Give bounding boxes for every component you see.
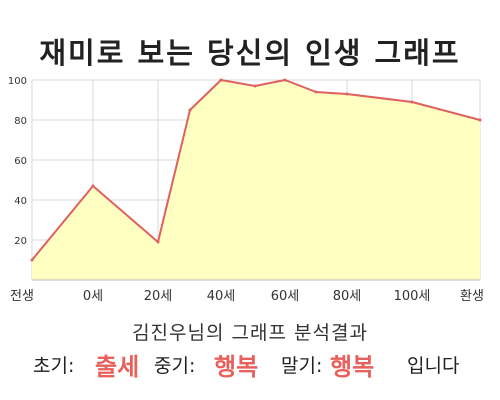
- x-tick-label: 40세: [207, 289, 236, 304]
- data-point-9: [410, 100, 414, 104]
- data-point-2: [156, 240, 160, 244]
- data-point-7: [314, 90, 318, 94]
- life-area-fill: [32, 80, 480, 280]
- data-point-3: [188, 108, 192, 112]
- chart-title: 재미로 보는 당신의 인생 그래프: [39, 36, 461, 70]
- data-point-8: [345, 92, 349, 96]
- y-tick-label: 20: [14, 236, 27, 247]
- data-points: [30, 78, 482, 262]
- early-label: 초기:: [33, 355, 75, 377]
- middle-label: 중기:: [154, 355, 196, 377]
- data-point-10: [478, 118, 482, 122]
- x-tick-label: 환생: [460, 289, 484, 304]
- data-point-1: [91, 184, 95, 188]
- x-tick-labels: 전생 0세 20세 40세 60세 80세 100세 환생: [10, 289, 484, 304]
- late-value: 행복: [330, 353, 375, 381]
- x-tick-label: 0세: [83, 289, 103, 304]
- y-tick-label: 80: [14, 116, 27, 127]
- ending-text: 입니다: [407, 355, 460, 377]
- y-tick-labels: 20 40 60 80 100: [8, 76, 27, 247]
- late-label: 말기:: [281, 355, 323, 377]
- y-tick-label: 60: [14, 156, 27, 167]
- result-title: 김진우님의 그래프 분석결과: [132, 322, 368, 344]
- early-value: 출세: [95, 353, 140, 381]
- data-point-5: [253, 84, 257, 88]
- data-point-6: [283, 78, 287, 82]
- x-tick-label: 20세: [144, 289, 173, 304]
- x-tick-label: 전생: [10, 289, 34, 304]
- x-tick-label: 100세: [394, 289, 431, 304]
- x-tick-label: 80세: [333, 289, 362, 304]
- y-tick-label: 40: [14, 196, 27, 207]
- middle-value: 행복: [214, 353, 259, 381]
- life-graph-chart: 20 40 60 80 100 전생 0세 20세 40세 60세 80세 100세 환생: [8, 76, 484, 304]
- y-tick-label: 100: [8, 76, 27, 87]
- data-point-4: [219, 78, 223, 82]
- data-point-0: [30, 258, 34, 262]
- x-tick-label: 60세: [271, 289, 300, 304]
